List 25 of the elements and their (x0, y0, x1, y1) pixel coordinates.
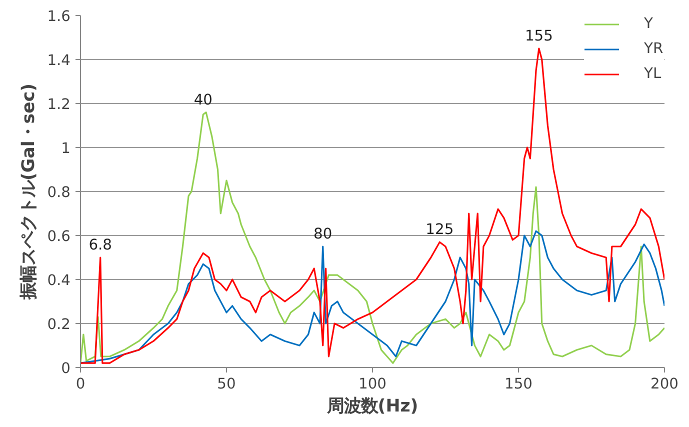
y-axis-title: 振幅スペクトル(Gal・sec) (19, 83, 40, 301)
y-tick-label: 1.6 (47, 8, 71, 25)
legend-label: YR (644, 40, 664, 57)
y-tick-label: 1.4 (47, 52, 71, 69)
annotation: 155 (524, 28, 553, 44)
legend-label: YL (644, 65, 662, 82)
x-tick-label: 100 (358, 376, 386, 392)
x-axis-title: 周波数(Hz) (326, 396, 418, 416)
y-tick-label: 1.2 (47, 96, 71, 113)
y-tick-label: 0.8 (47, 184, 71, 201)
x-tick-label: 0 (76, 376, 86, 392)
y-tick-label: 0.6 (47, 228, 71, 245)
y-tick-label: 0.2 (47, 316, 71, 333)
y-tick-label: 0.4 (47, 272, 71, 289)
x-tick-label: 150 (504, 376, 532, 392)
annotation: 80 (314, 226, 332, 242)
x-tick-label: 50 (217, 376, 236, 392)
line-series (80, 112, 664, 364)
y-tick-label: 0 (61, 360, 71, 377)
legend-label: Y (644, 15, 654, 32)
annotation: 125 (426, 221, 454, 238)
annotation: 6.8 (88, 236, 112, 254)
annotation: 40 (194, 91, 212, 108)
x-tick-label: 200 (650, 376, 678, 392)
y-tick-label: 1 (61, 140, 71, 157)
